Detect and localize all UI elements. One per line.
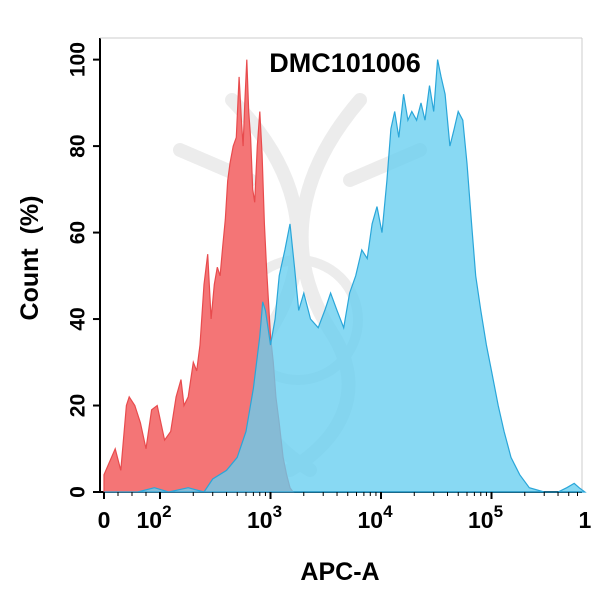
y-tick-label: 20 <box>67 394 90 417</box>
series-layer <box>103 59 587 493</box>
y-tick-label: 80 <box>67 134 90 157</box>
x-tick-label: 106 <box>578 502 591 533</box>
x-minor-ticks <box>117 492 578 496</box>
y-tick-label: 40 <box>67 307 90 330</box>
series-1-area <box>103 59 295 493</box>
series-2-area <box>104 59 587 493</box>
x-tick-label: 0 <box>98 507 111 533</box>
x-ticks: 0 102 103 104 105 106 <box>98 492 591 533</box>
x-tick-label: 102 <box>136 502 171 533</box>
y-axis-label: Count (%) <box>16 196 44 321</box>
y-ticks: 0 20 40 60 80 100 <box>67 42 100 498</box>
x-tick-label: 104 <box>357 502 393 533</box>
x-axis-label: APC-A <box>300 558 379 586</box>
x-tick-label: 105 <box>468 502 503 533</box>
y-tick-label: 0 <box>67 486 90 498</box>
chart-title: DMC101006 <box>269 48 421 78</box>
y-tick-label: 100 <box>67 42 90 77</box>
y-tick-label: 60 <box>67 221 90 244</box>
x-tick-label: 103 <box>247 502 282 533</box>
